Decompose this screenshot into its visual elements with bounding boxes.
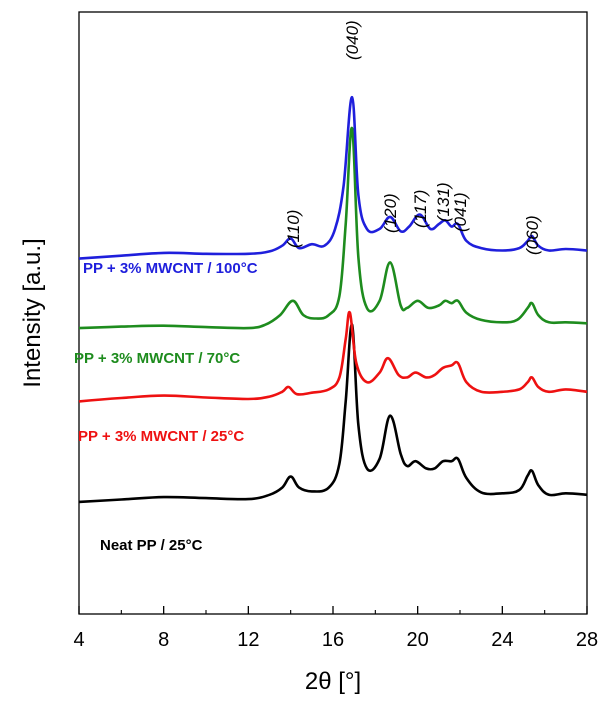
x-ticks: 4 8 12 16 20 24 28 — [73, 606, 598, 651]
plot-area: 4 8 12 16 20 24 28 (110)(040)(120) (117) (131)(0… — [73, 11, 598, 651]
x-tick-label: 4 — [73, 629, 84, 651]
series-line-0 — [78, 323, 588, 504]
series-line-1 — [78, 310, 588, 403]
peak-label: (120) — [381, 193, 400, 233]
series-label-3: PP + 3% MWCNT / 100°C — [83, 260, 258, 277]
x-axis-title: 2θ [°] — [305, 668, 361, 695]
x-tick-label: 8 — [158, 629, 169, 651]
peak-label: (117) — [411, 190, 430, 228]
peak-label: (040) — [343, 20, 362, 60]
y-axis-title: Intensity [a.u.] — [19, 238, 46, 387]
x-tick-label: 28 — [576, 629, 598, 651]
peak-label: (131) — [434, 182, 453, 222]
peak-labels: (110) (040) (120) (117) (131)(041) (060) — [284, 20, 542, 255]
peak-label: (060) — [523, 215, 542, 255]
series-label-0: Neat PP / 25°C — [100, 537, 203, 554]
series-line-3 — [78, 95, 588, 260]
series-line-2 — [78, 126, 588, 330]
x-tick-label: 20 — [407, 629, 429, 651]
series-label-1: PP + 3% MWCNT / 25°C — [78, 428, 244, 445]
peak-label: (110) — [284, 210, 303, 248]
series-lines — [78, 95, 588, 504]
x-tick-label: 24 — [491, 629, 513, 651]
x-tick-label: 16 — [322, 629, 344, 651]
series-labels: Neat PP / 25°C PP + 3% MWCNT / 25°C PP + 3… — [74, 260, 258, 554]
series-label-2: PP + 3% MWCNT / 70°C — [74, 350, 240, 367]
x-tick-label: 12 — [237, 629, 259, 651]
peak-label: (041) — [451, 192, 470, 232]
